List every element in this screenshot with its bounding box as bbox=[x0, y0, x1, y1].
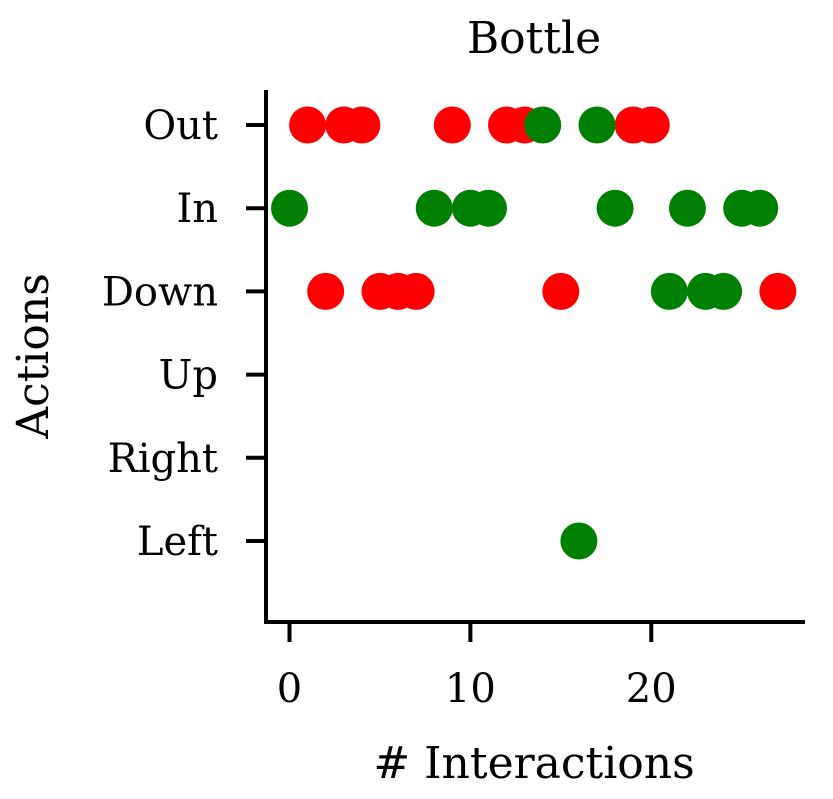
data-point-down-7 bbox=[397, 272, 435, 310]
data-point-down-21 bbox=[650, 272, 688, 310]
data-point-down-2 bbox=[307, 272, 345, 310]
y-tick-label-right: Right bbox=[108, 436, 218, 482]
y-tick-label-out: Out bbox=[143, 103, 218, 149]
data-point-in-11 bbox=[469, 189, 507, 227]
y-tick-label-up: Up bbox=[159, 353, 218, 399]
data-points bbox=[271, 106, 797, 560]
data-point-out-14 bbox=[524, 106, 562, 144]
data-point-in-26 bbox=[741, 189, 779, 227]
data-point-in-18 bbox=[596, 189, 634, 227]
x-axis-label: # Interactions bbox=[373, 738, 694, 789]
x-tick-label-10: 10 bbox=[445, 666, 496, 712]
data-point-out-4 bbox=[343, 106, 381, 144]
data-point-left-16 bbox=[560, 522, 598, 560]
y-axis-label: Actions bbox=[8, 273, 59, 440]
data-point-in-8 bbox=[415, 189, 453, 227]
y-tick-label-down: Down bbox=[102, 269, 218, 315]
x-tick-label-20: 20 bbox=[626, 666, 677, 712]
x-tick-label-0: 0 bbox=[277, 666, 302, 712]
y-axis-ticks: Out In Down Up Right Left bbox=[102, 103, 266, 565]
chart-title: Bottle bbox=[467, 13, 601, 64]
data-point-down-15 bbox=[542, 272, 580, 310]
data-point-down-24 bbox=[705, 272, 743, 310]
data-point-in-22 bbox=[668, 189, 706, 227]
data-point-out-17 bbox=[578, 106, 616, 144]
y-tick-label-in: In bbox=[176, 186, 218, 232]
data-point-out-9 bbox=[433, 106, 471, 144]
data-point-in-0 bbox=[271, 189, 309, 227]
x-axis-ticks: 0 10 20 bbox=[277, 622, 677, 712]
data-point-out-1 bbox=[289, 106, 327, 144]
data-point-out-20 bbox=[632, 106, 670, 144]
y-tick-label-left: Left bbox=[137, 519, 218, 565]
data-point-down-27 bbox=[759, 272, 797, 310]
